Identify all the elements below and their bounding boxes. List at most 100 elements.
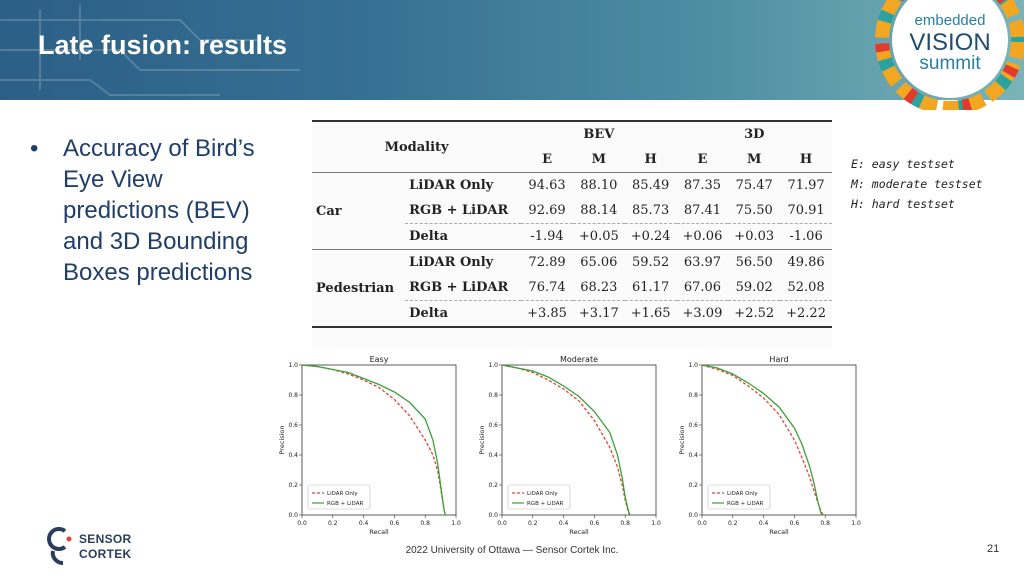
x-tick-label: 1.0 [651,520,661,527]
y-tick-label: 0.8 [688,392,698,399]
x-tick-label: 0.0 [497,520,507,527]
logo-text-embedded: embedded [915,12,986,29]
modality-cell: LiDAR Only [409,178,494,193]
col-header: E [697,152,708,167]
section-label: Pedestrian [316,280,395,296]
x-tick-label: 0.8 [820,520,830,527]
x-tick-label: 0.4 [559,520,569,527]
value-cell: 65.06 [580,255,618,270]
value-cell: 85.49 [632,178,670,193]
modality-cell: LiDAR Only [409,255,494,270]
y-tick-label: 1.0 [688,362,698,369]
value-cell: 85.73 [632,203,670,218]
y-tick-label: 0.6 [688,422,698,429]
y-axis-label: Precision [478,425,486,454]
y-tick-label: 0.0 [688,512,698,519]
bullet-text: Accuracy of Bird’s Eye View predictions … [63,135,255,286]
sensor-logo-line2: CORTEK [79,547,132,561]
series-line-lidar-only [701,364,825,516]
value-cell: -1.94 [530,229,564,244]
legend-label: LiDAR Only [527,491,558,497]
x-tick-label: 0.6 [790,520,800,527]
y-tick-label: 0.2 [488,482,498,489]
y-tick-label: 0.0 [288,512,298,519]
x-tick-label: 1.0 [851,520,861,527]
chart-title: Moderate [560,355,598,364]
embedded-vision-summit-logo: embedded VISION summit [875,0,1024,110]
y-tick-label: 0.6 [488,422,498,429]
col-header: M [747,152,762,167]
value-cell: 92.69 [528,203,566,218]
section-label: Car [316,203,342,219]
table-row: RGB + LiDAR 92.69 88.14 85.73 87.41 75.50 70.9… [312,198,832,224]
value-cell: +0.06 [682,229,723,244]
table-row: Delta +3.85 +3.17 +1.65 +3.09 +2.52 +2.22 [312,300,832,327]
logo-text-summit: summit [919,53,981,74]
x-tick-label: 0.2 [528,520,538,527]
value-cell: 59.52 [632,255,670,270]
value-cell: 94.63 [528,178,566,193]
series-line-rgb-lidar [501,364,631,516]
x-tick-label: 0.8 [620,520,630,527]
group-header-bev: BEV [583,127,615,142]
legend-label: RGB + LiDAR [727,501,763,507]
y-tick-label: 0.4 [688,452,698,459]
group-header-3d: 3D [744,127,765,142]
y-axis-label: Precision [278,425,286,454]
col-header: E [542,152,552,167]
note-moderate: M: moderate testset [851,177,983,191]
chart-title: Hard [769,355,788,364]
value-cell: +2.22 [786,306,826,321]
value-cell: 71.97 [787,178,825,193]
value-cell: 52.08 [787,280,825,295]
x-tick-label: 0.8 [420,520,430,527]
value-cell: +3.85 [527,306,567,321]
value-cell: 75.50 [735,203,773,218]
x-tick-label: 0.4 [359,520,369,527]
y-tick-label: 0.6 [288,422,298,429]
footer-text: 2022 University of Ottawa — Sensor Corte… [405,545,619,556]
note-hard: H: hard testset [851,197,955,211]
y-tick-label: 0.8 [288,392,298,399]
x-tick-label: 1.0 [451,520,461,527]
value-cell: +2.52 [734,306,775,321]
series-line-rgb-lidar [701,364,823,516]
x-tick-label: 0.2 [728,520,738,527]
value-cell: +0.03 [734,229,775,244]
value-cell: 59.02 [735,280,773,295]
x-tick-label: 0.2 [328,520,338,527]
value-cell: +0.05 [578,229,619,244]
value-cell: 56.50 [735,255,773,270]
note-easy: E: easy testset [851,157,955,171]
slide-title: Late fusion: results [38,30,288,60]
col-header: M [591,152,607,167]
y-tick-label: 0.2 [288,482,298,489]
y-tick-label: 0.2 [688,482,698,489]
col-header: H [799,152,813,167]
value-cell: 88.10 [580,178,618,193]
value-cell: 76.74 [528,280,566,295]
y-tick-label: 0.0 [488,512,498,519]
y-tick-label: 0.4 [288,452,298,459]
sensor-cortek-icon [47,527,72,565]
modality-cell: RGB + LiDAR [409,203,509,218]
table-row: RGB + LiDAR 76.74 68.23 61.17 67.06 59.02 52.0… [312,275,832,301]
x-tick-label: 0.4 [759,520,769,527]
value-cell: 87.41 [683,203,722,218]
legend-label: LiDAR Only [727,491,758,497]
series-line-rgb-lidar [301,364,446,516]
logo-text-vision: VISION [909,29,990,56]
legend-label: LiDAR Only [327,491,358,497]
y-tick-label: 0.8 [488,392,498,399]
y-axis-label: Precision [678,425,686,454]
x-tick-label: 0.0 [697,520,707,527]
value-cell: +3.09 [682,306,723,321]
value-cell: 63.97 [683,255,722,270]
legend-label: RGB + LiDAR [327,501,363,507]
modality-cell: Delta [409,306,449,321]
modality-cell: RGB + LiDAR [409,280,509,295]
y-tick-label: 0.4 [488,452,498,459]
x-tick-label: 0.6 [390,520,400,527]
value-cell: 49.86 [787,255,825,270]
x-axis-label: Recall [769,528,789,536]
